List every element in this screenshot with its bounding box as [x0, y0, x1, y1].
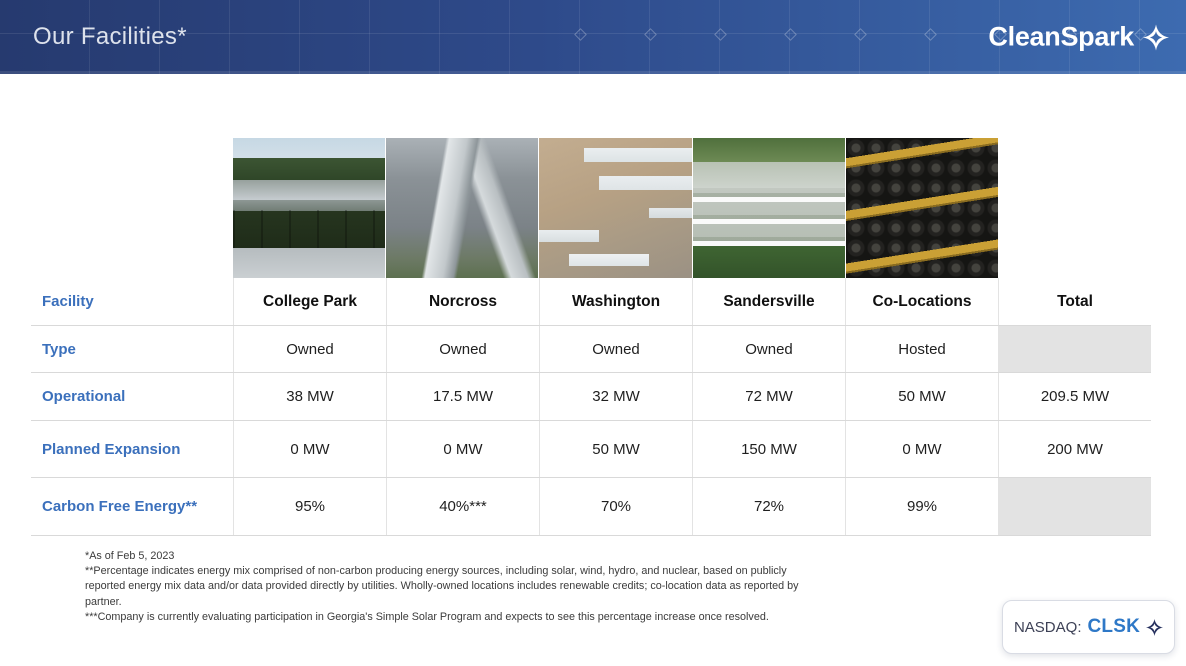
column-header-norcross: Norcross	[386, 278, 539, 325]
header-grid-sparkle-icon	[854, 28, 867, 41]
cell-operational-sandersville: 72 MW	[692, 373, 845, 420]
clsk-ticker: CLSK	[1087, 616, 1141, 637]
column-header-college-park: College Park	[233, 278, 386, 325]
cell-planned-sandersville: 150 MW	[692, 421, 845, 477]
page-title: Our Facilities*	[33, 23, 187, 50]
cell-operational-total: 209.5 MW	[998, 373, 1151, 420]
sandersville-photo	[692, 138, 845, 278]
cleanspark-star-icon	[1143, 24, 1169, 50]
row-label-type: Type	[42, 340, 76, 358]
cell-carbon-washington: 70%	[539, 478, 692, 535]
cell-carbon-co-locations: 99%	[845, 478, 998, 535]
cell-operational-co-locations: 50 MW	[845, 373, 998, 420]
column-header-co-locations: Co-Locations	[845, 278, 998, 325]
nasdaq-label: NASDAQ:	[1013, 618, 1082, 636]
footnote-line: reported energy mix data and/or data pro…	[85, 580, 799, 593]
footnote-line: partner.	[85, 595, 122, 608]
header-bar: Our Facilities* CleanSpark	[0, 0, 1186, 74]
facility-photo-strip	[233, 138, 999, 278]
cell-planned-norcross: 0 MW	[386, 421, 539, 477]
cell-type-total-empty	[998, 326, 1151, 372]
header-grid-sparkle-icon	[644, 28, 657, 41]
table-row-operational: Operational 38 MW 17.5 MW 32 MW 72 MW 50…	[31, 372, 1151, 420]
footnote-line: ***Company is currently evaluating parti…	[85, 610, 769, 623]
header-grid-sparkle-icon	[574, 28, 587, 41]
cell-operational-college-park: 38 MW	[233, 373, 386, 420]
clsk-star-icon	[1146, 618, 1164, 636]
norcross-photo	[386, 138, 539, 278]
corner-label: Facility	[42, 293, 94, 310]
table-row-type: Type Owned Owned Owned Owned Hosted	[31, 325, 1151, 372]
cell-carbon-norcross: 40%***	[386, 478, 539, 535]
cell-type-washington: Owned	[539, 326, 692, 372]
header-grid-sparkle-icon	[784, 28, 797, 41]
nasdaq-ticker-badge: NASDAQ: CLSK	[1002, 600, 1175, 654]
footnote-line: **Percentage indicates energy mix compri…	[85, 565, 787, 578]
table-row-planned-expansion: Planned Expansion 0 MW 0 MW 50 MW 150 MW…	[31, 420, 1151, 477]
header-grid-sparkle-icon	[714, 28, 727, 41]
row-label-carbon-free-energy: Carbon Free Energy**	[42, 498, 198, 515]
header-grid-sparkle-icon	[924, 28, 937, 41]
cell-type-co-locations: Hosted	[845, 326, 998, 372]
cell-type-college-park: Owned	[233, 326, 386, 372]
column-header-sandersville: Sandersville	[692, 278, 845, 325]
footnotes: *As of Feb 5, 2023 **Percentage indicate…	[85, 549, 965, 625]
co-locations-photo	[845, 138, 999, 278]
row-label-planned-expansion: Planned Expansion	[42, 440, 181, 458]
cell-carbon-college-park: 95%	[233, 478, 386, 535]
cell-planned-college-park: 0 MW	[233, 421, 386, 477]
cell-planned-co-locations: 0 MW	[845, 421, 998, 477]
cell-operational-washington: 32 MW	[539, 373, 692, 420]
cell-planned-total: 200 MW	[998, 421, 1151, 477]
washington-photo	[539, 138, 692, 278]
cleanspark-logo-text: CleanSpark	[988, 21, 1134, 52]
cell-carbon-sandersville: 72%	[692, 478, 845, 535]
cell-planned-washington: 50 MW	[539, 421, 692, 477]
footnote-line: *As of Feb 5, 2023	[85, 550, 175, 562]
table-header-row: Facility College Park Norcross Washingto…	[31, 278, 1151, 325]
college-park-photo	[233, 138, 386, 278]
cell-type-sandersville: Owned	[692, 326, 845, 372]
row-label-operational: Operational	[42, 388, 126, 405]
cell-carbon-total-empty	[998, 478, 1151, 535]
cell-operational-norcross: 17.5 MW	[386, 373, 539, 420]
column-header-washington: Washington	[539, 278, 692, 325]
table-row-carbon-free-energy: Carbon Free Energy** 95% 40%*** 70% 72% …	[31, 477, 1151, 536]
facilities-table: Facility College Park Norcross Washingto…	[31, 278, 1151, 536]
cleanspark-logo: CleanSpark	[988, 22, 1169, 53]
column-header-total: Total	[998, 278, 1151, 325]
cell-type-norcross: Owned	[386, 326, 539, 372]
